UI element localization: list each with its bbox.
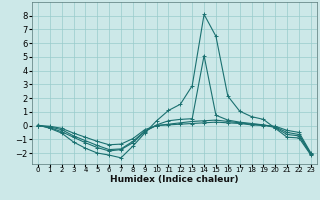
X-axis label: Humidex (Indice chaleur): Humidex (Indice chaleur) [110, 175, 239, 184]
